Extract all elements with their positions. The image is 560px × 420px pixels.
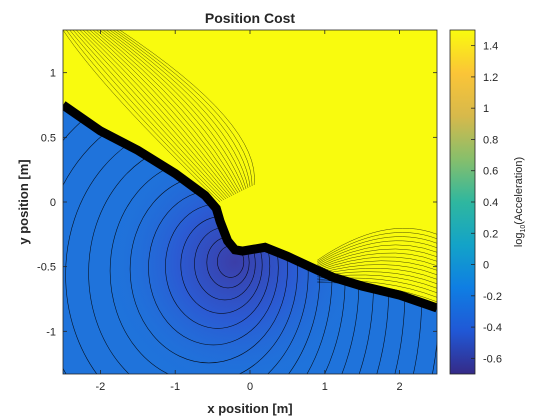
y-tick-label: 1 xyxy=(50,68,56,80)
right-contour-line xyxy=(317,260,437,273)
upper-contour-line xyxy=(92,30,239,194)
x-tick-label: 0 xyxy=(247,381,253,393)
upper-contour-line xyxy=(63,30,221,203)
right-contour-line xyxy=(317,264,437,276)
right-contour-line xyxy=(317,271,437,285)
upper-contour-line xyxy=(116,30,253,187)
boundary-band xyxy=(63,101,437,313)
right-contour-line xyxy=(317,240,437,265)
upper-contour-line xyxy=(106,30,247,190)
right-contour-line xyxy=(317,236,437,264)
right-contour-line xyxy=(317,228,437,261)
right-contour-line xyxy=(317,280,437,298)
upper-contour-line xyxy=(79,30,231,198)
right-contour-line xyxy=(317,232,437,262)
colorbar-label-quantity: (Acceleration) xyxy=(513,157,525,225)
colorbar-tick-label: 0.4 xyxy=(483,197,498,209)
x-tick-label: -2 xyxy=(96,381,106,393)
colorbar-tick-label: 1 xyxy=(483,103,489,115)
y-axis-ticks: 1 0.5 0 -0.5 -1 xyxy=(37,68,437,338)
x-tick-label: -1 xyxy=(170,381,180,393)
upper-contour-line xyxy=(86,30,235,196)
upper-contour-line xyxy=(102,30,245,191)
upper-contour-line xyxy=(89,30,237,195)
y-tick-label: 0.5 xyxy=(41,132,56,144)
colorbar-tick-label: 1.4 xyxy=(483,41,498,53)
right-contour-line xyxy=(317,282,437,303)
upper-contour-line xyxy=(82,30,233,197)
colorbar-tick-label: 1.2 xyxy=(483,72,498,84)
colorbar-gradient xyxy=(449,29,476,375)
right-contour-line xyxy=(317,274,437,289)
upper-contour-lines xyxy=(63,30,437,303)
colorbar-tick-label: 0.2 xyxy=(483,228,498,240)
x-tick-label: 2 xyxy=(397,381,403,393)
right-contour-line xyxy=(317,267,437,280)
chart-title: Position Cost xyxy=(205,10,296,26)
x-tick-label: 1 xyxy=(322,381,328,393)
colorbar-label-base: 10 xyxy=(520,225,527,233)
right-contour-line xyxy=(317,252,437,270)
right-contour-line xyxy=(317,256,437,271)
colorbar-tick-label: -0.6 xyxy=(483,353,502,365)
right-contour-line xyxy=(317,277,437,294)
upper-contour-line xyxy=(76,30,229,199)
upper-contour-line xyxy=(112,30,251,188)
upper-contour-line xyxy=(119,30,255,186)
colorbar-label: log10(Acceleration) xyxy=(513,157,527,247)
right-contour-line xyxy=(317,244,437,267)
colorbar-tick-label: 0.6 xyxy=(483,166,498,178)
y-tick-label: -1 xyxy=(46,326,56,338)
right-contour-line xyxy=(317,248,437,268)
x-axis-ticks: -2 -1 0 1 2 xyxy=(96,30,403,393)
upper-contour-line xyxy=(66,30,223,202)
upper-contour-line xyxy=(99,30,243,192)
upper-contour-line xyxy=(72,30,227,200)
colorbar-tick-label: -0.4 xyxy=(483,322,502,334)
y-tick-label: 0 xyxy=(50,197,56,209)
x-axis-label: x position [m] xyxy=(207,401,292,416)
colorbar-ticks: 1.4 1.2 1 0.8 0.6 0.4 0.2 0 -0.2 -0.4 -0.6 xyxy=(471,41,502,365)
colorbar-tick-label: 0.8 xyxy=(483,134,498,146)
colorbar-label-log: log xyxy=(513,232,525,247)
colorbar-tick-label: -0.2 xyxy=(483,291,502,303)
upper-contour-line xyxy=(69,30,225,201)
upper-contour-line xyxy=(96,30,241,193)
colorbar: 1.4 1.2 1 0.8 0.6 0.4 0.2 0 -0.2 -0.4 -0.6 log10(A… xyxy=(449,29,527,375)
y-tick-label: -0.5 xyxy=(37,262,56,274)
y-axis-label: y position [m] xyxy=(16,159,31,244)
colorbar-tick-label: 0 xyxy=(483,260,489,272)
upper-contour-line xyxy=(109,30,249,189)
